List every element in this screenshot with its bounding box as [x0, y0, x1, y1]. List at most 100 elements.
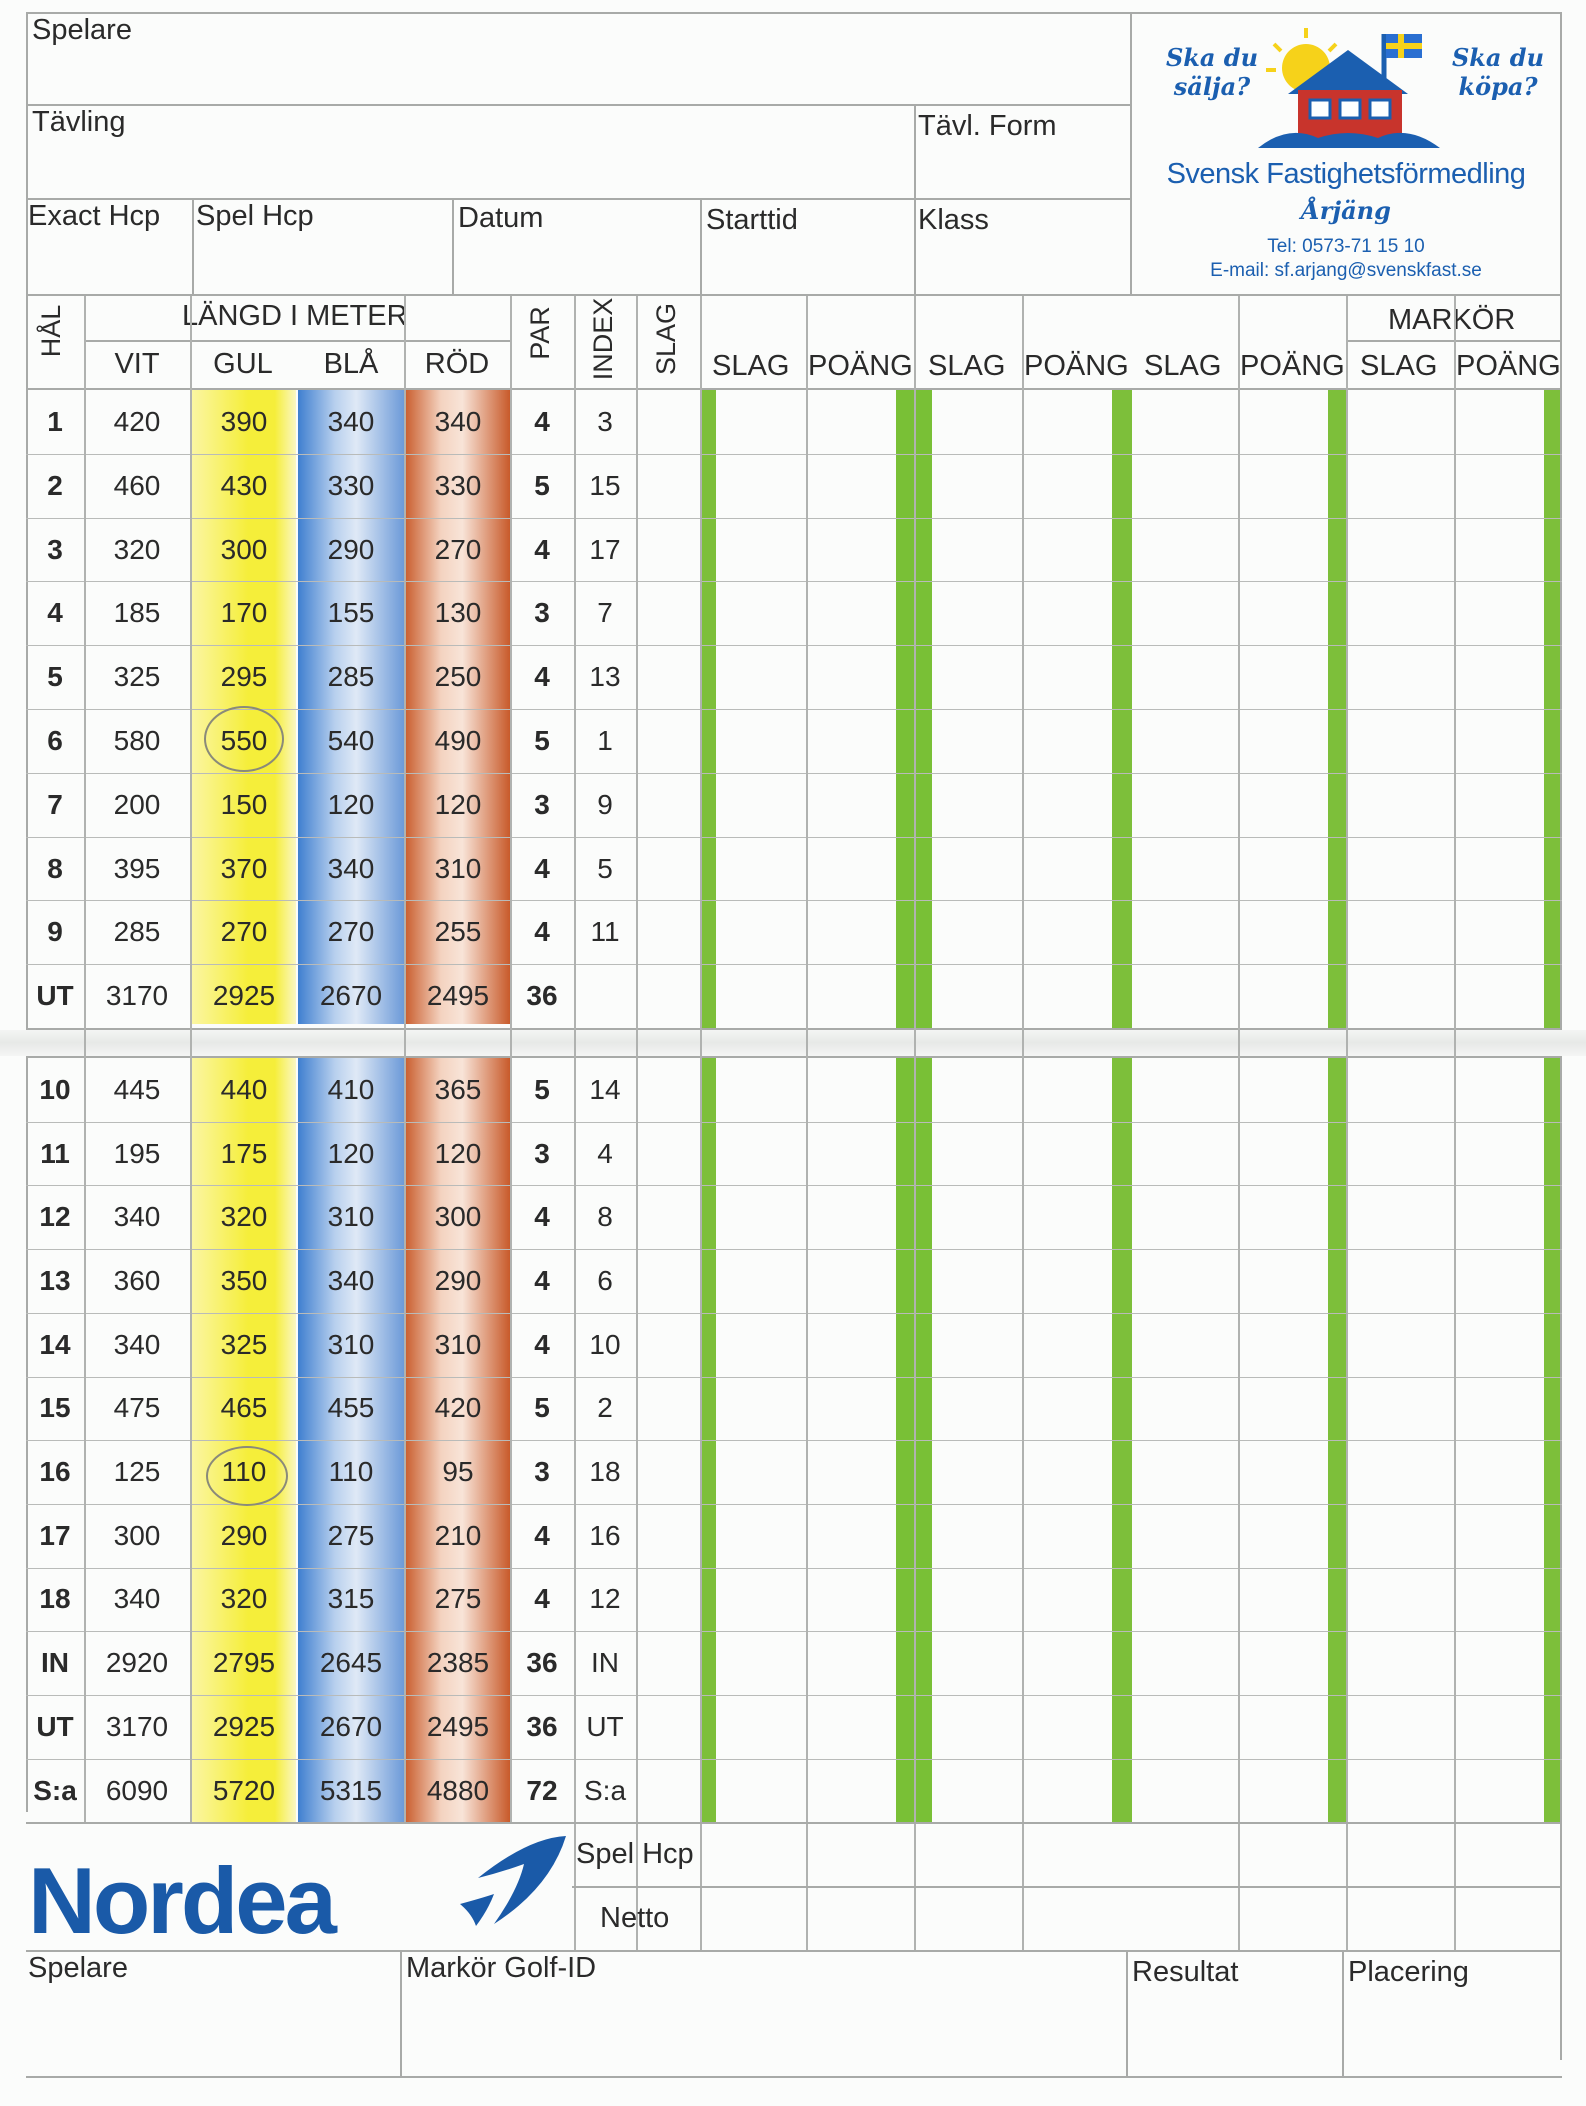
score-cell[interactable] — [1130, 837, 1238, 901]
score-cell[interactable] — [636, 1440, 700, 1504]
score-cell[interactable] — [806, 1568, 914, 1632]
score-cell[interactable] — [914, 518, 1022, 582]
score-cell[interactable] — [806, 1631, 914, 1695]
score-cell[interactable] — [1130, 645, 1238, 709]
score-cell[interactable] — [1346, 773, 1454, 837]
score-cell[interactable] — [700, 454, 806, 518]
score-cell[interactable] — [1454, 1185, 1562, 1249]
score-cell[interactable] — [1454, 645, 1562, 709]
score-cell[interactable] — [1022, 1185, 1130, 1249]
score-cell[interactable] — [1130, 1759, 1238, 1823]
score-cell[interactable] — [1022, 1504, 1130, 1568]
score-cell[interactable] — [700, 837, 806, 901]
score-cell[interactable] — [1454, 1759, 1562, 1823]
score-cell[interactable] — [636, 581, 700, 645]
score-cell[interactable] — [914, 1568, 1022, 1632]
score-cell[interactable] — [1130, 390, 1238, 454]
score-cell[interactable] — [1454, 1631, 1562, 1695]
score-cell[interactable] — [1238, 581, 1346, 645]
score-cell[interactable] — [636, 709, 700, 773]
score-cell[interactable] — [1022, 964, 1130, 1028]
score-cell[interactable] — [1454, 1695, 1562, 1759]
score-cell[interactable] — [1454, 518, 1562, 582]
score-cell[interactable] — [1022, 1695, 1130, 1759]
score-cell[interactable] — [700, 1313, 806, 1377]
score-cell[interactable] — [1238, 773, 1346, 837]
score-cell[interactable] — [1346, 645, 1454, 709]
score-cell[interactable] — [700, 1122, 806, 1186]
score-cell[interactable] — [1454, 1504, 1562, 1568]
score-cell[interactable] — [1130, 518, 1238, 582]
score-cell[interactable] — [700, 390, 806, 454]
score-cell[interactable] — [1022, 581, 1130, 645]
score-cell[interactable] — [1346, 1631, 1454, 1695]
score-cell[interactable] — [1346, 1058, 1454, 1122]
score-cell[interactable] — [1454, 1313, 1562, 1377]
score-cell[interactable] — [1130, 1313, 1238, 1377]
score-cell[interactable] — [1346, 1695, 1454, 1759]
score-cell[interactable] — [700, 645, 806, 709]
score-cell[interactable] — [914, 1249, 1022, 1313]
score-cell[interactable] — [1238, 1568, 1346, 1632]
score-cell[interactable] — [806, 900, 914, 964]
score-cell[interactable] — [806, 837, 914, 901]
score-cell[interactable] — [806, 1122, 914, 1186]
score-cell[interactable] — [636, 1249, 700, 1313]
score-cell[interactable] — [636, 1377, 700, 1441]
score-cell[interactable] — [1346, 837, 1454, 901]
score-cell[interactable] — [700, 1377, 806, 1441]
score-cell[interactable] — [1238, 1759, 1346, 1823]
score-cell[interactable] — [636, 1759, 700, 1823]
score-cell[interactable] — [806, 581, 914, 645]
score-cell[interactable] — [914, 1122, 1022, 1186]
score-cell[interactable] — [1022, 645, 1130, 709]
score-cell[interactable] — [1454, 1568, 1562, 1632]
score-cell[interactable] — [1130, 1631, 1238, 1695]
score-cell[interactable] — [1130, 1249, 1238, 1313]
score-cell[interactable] — [914, 1185, 1022, 1249]
score-cell[interactable] — [1346, 1313, 1454, 1377]
score-cell[interactable] — [636, 1631, 700, 1695]
score-cell[interactable] — [1346, 518, 1454, 582]
score-cell[interactable] — [1022, 1631, 1130, 1695]
score-cell[interactable] — [1238, 1377, 1346, 1441]
score-cell[interactable] — [1238, 1313, 1346, 1377]
score-cell[interactable] — [700, 1568, 806, 1632]
score-cell[interactable] — [700, 1504, 806, 1568]
score-cell[interactable] — [1238, 964, 1346, 1028]
score-cell[interactable] — [1346, 1440, 1454, 1504]
score-cell[interactable] — [1130, 773, 1238, 837]
score-cell[interactable] — [1454, 964, 1562, 1028]
score-cell[interactable] — [1454, 1058, 1562, 1122]
score-cell[interactable] — [636, 1568, 700, 1632]
score-cell[interactable] — [1238, 1249, 1346, 1313]
score-cell[interactable] — [700, 1759, 806, 1823]
score-cell[interactable] — [1238, 645, 1346, 709]
score-cell[interactable] — [700, 964, 806, 1028]
score-cell[interactable] — [1022, 1058, 1130, 1122]
score-cell[interactable] — [700, 773, 806, 837]
score-cell[interactable] — [1022, 1122, 1130, 1186]
score-cell[interactable] — [1238, 900, 1346, 964]
score-cell[interactable] — [1238, 837, 1346, 901]
score-cell[interactable] — [1022, 900, 1130, 964]
score-cell[interactable] — [1238, 454, 1346, 518]
score-cell[interactable] — [1130, 1504, 1238, 1568]
score-cell[interactable] — [806, 1440, 914, 1504]
score-cell[interactable] — [1238, 709, 1346, 773]
score-cell[interactable] — [636, 390, 700, 454]
score-cell[interactable] — [806, 709, 914, 773]
score-cell[interactable] — [1346, 964, 1454, 1028]
score-cell[interactable] — [914, 900, 1022, 964]
score-cell[interactable] — [914, 1504, 1022, 1568]
score-cell[interactable] — [914, 581, 1022, 645]
score-cell[interactable] — [1022, 518, 1130, 582]
score-cell[interactable] — [636, 454, 700, 518]
score-cell[interactable] — [914, 1695, 1022, 1759]
score-cell[interactable] — [1346, 1122, 1454, 1186]
score-cell[interactable] — [806, 1759, 914, 1823]
score-cell[interactable] — [1346, 1377, 1454, 1441]
score-cell[interactable] — [700, 1185, 806, 1249]
score-cell[interactable] — [636, 1504, 700, 1568]
score-cell[interactable] — [1454, 454, 1562, 518]
